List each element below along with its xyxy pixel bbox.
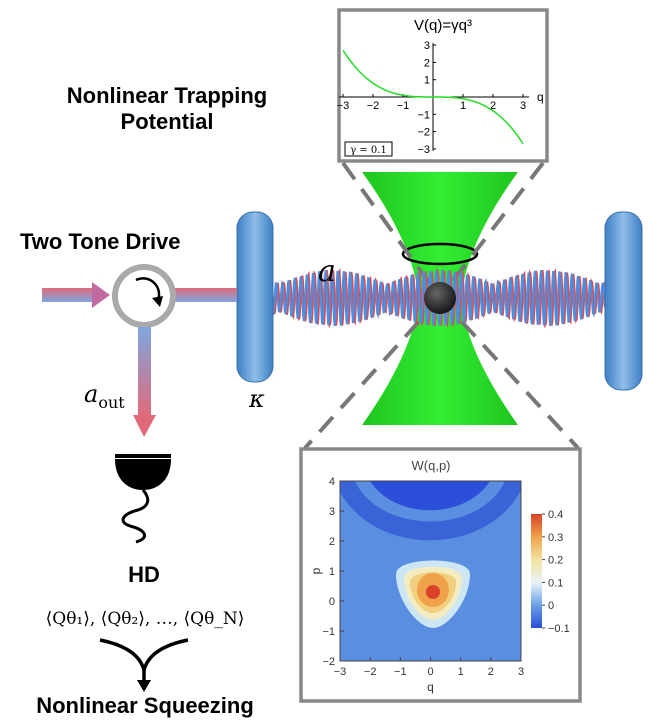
potential-y-tick-label: −1 bbox=[417, 109, 430, 121]
wigner-x-tick-label: −2 bbox=[364, 666, 377, 678]
wigner-y-tick-label: 0 bbox=[329, 596, 335, 608]
detector-label: HD bbox=[128, 562, 160, 587]
two-tone-drive-label: Two Tone Drive bbox=[20, 229, 181, 254]
output-subscript: out bbox=[98, 392, 125, 412]
colorbar-tick-label: 0 bbox=[548, 600, 554, 612]
potential-x-tick-label: −1 bbox=[397, 100, 410, 112]
potential-x-tick-label: 2 bbox=[490, 100, 496, 112]
decay-rate-label: κ bbox=[249, 385, 265, 413]
circulator bbox=[112, 264, 176, 328]
potential-y-tick-label: −2 bbox=[417, 127, 430, 139]
output-arrow bbox=[133, 327, 156, 437]
potential-y-tick-label: −3 bbox=[417, 144, 430, 156]
wigner-x-tick-label: 1 bbox=[458, 666, 464, 678]
potential-x-tick-label: −2 bbox=[367, 100, 380, 112]
output-field-label: aout bbox=[84, 380, 125, 412]
potential-title: V(q)=γq³ bbox=[414, 17, 472, 34]
beam-rim bbox=[401, 242, 479, 266]
wigner-y-tick-label: 4 bbox=[329, 476, 335, 488]
wigner-x-label: q bbox=[427, 680, 434, 694]
cavity-field-blue bbox=[272, 269, 606, 327]
output-symbol: a bbox=[84, 380, 99, 408]
potential-y-tick-label: 3 bbox=[424, 40, 430, 52]
left-mirror bbox=[236, 211, 274, 383]
wigner-y-tick-label: 2 bbox=[329, 536, 335, 548]
wigner-x-tick-label: 3 bbox=[518, 666, 524, 678]
potential-y-tick-label: 1 bbox=[424, 75, 430, 87]
wigner-peak bbox=[426, 585, 440, 599]
wigner-y-tick-label: −2 bbox=[322, 656, 335, 668]
cavity-mode-label: a bbox=[318, 254, 336, 289]
potential-x-tick-label: 3 bbox=[520, 100, 526, 112]
merge-arrows bbox=[99, 638, 189, 682]
drive-input-arrow bbox=[42, 282, 110, 308]
circulator-to-mirror bbox=[172, 288, 237, 302]
wigner-title: W(q,p) bbox=[412, 458, 451, 473]
nonlinear-squeezing-label: Nonlinear Squeezing bbox=[36, 693, 254, 718]
detector-icon bbox=[115, 454, 171, 544]
colorbar-tick-label: −0.1 bbox=[548, 623, 570, 635]
potential-x-tick-label: 1 bbox=[460, 100, 466, 112]
wigner-x-tick-label: 2 bbox=[488, 666, 494, 678]
colorbar bbox=[531, 514, 542, 628]
wigner-y-tick-label: −1 bbox=[322, 626, 335, 638]
wigner-y-label: p bbox=[309, 567, 323, 574]
right-mirror bbox=[604, 211, 643, 391]
wigner-x-tick-label: −1 bbox=[394, 666, 407, 678]
colorbar-tick-label: 0.1 bbox=[548, 577, 563, 589]
wigner-y-tick-label: 1 bbox=[329, 566, 335, 578]
quadrature-moments: ⟨Qθ₁⟩, ⟨Qθ₂⟩, …, ⟨Qθ_N⟩ bbox=[45, 609, 245, 629]
wigner-x-tick-label: −3 bbox=[334, 666, 347, 678]
colorbar-tick-label: 0.2 bbox=[548, 555, 563, 567]
potential-x-label: q bbox=[537, 90, 544, 104]
potential-x-tick-label: −3 bbox=[337, 100, 350, 112]
potential-y-tick-label: 2 bbox=[424, 57, 430, 69]
trapping-potential-label: Nonlinear Trapping Potential bbox=[66, 83, 268, 134]
wigner-x-tick-label: 0 bbox=[427, 666, 433, 678]
potential-legend: γ = 0.1 bbox=[350, 145, 387, 156]
merge-arrowhead bbox=[137, 680, 151, 692]
potential-curve bbox=[342, 49, 524, 145]
wigner-y-tick-label: 3 bbox=[329, 506, 335, 518]
colorbar-tick-label: 0.4 bbox=[548, 509, 563, 521]
colorbar-tick-label: 0.3 bbox=[548, 532, 563, 544]
trapped-particle bbox=[424, 282, 456, 314]
